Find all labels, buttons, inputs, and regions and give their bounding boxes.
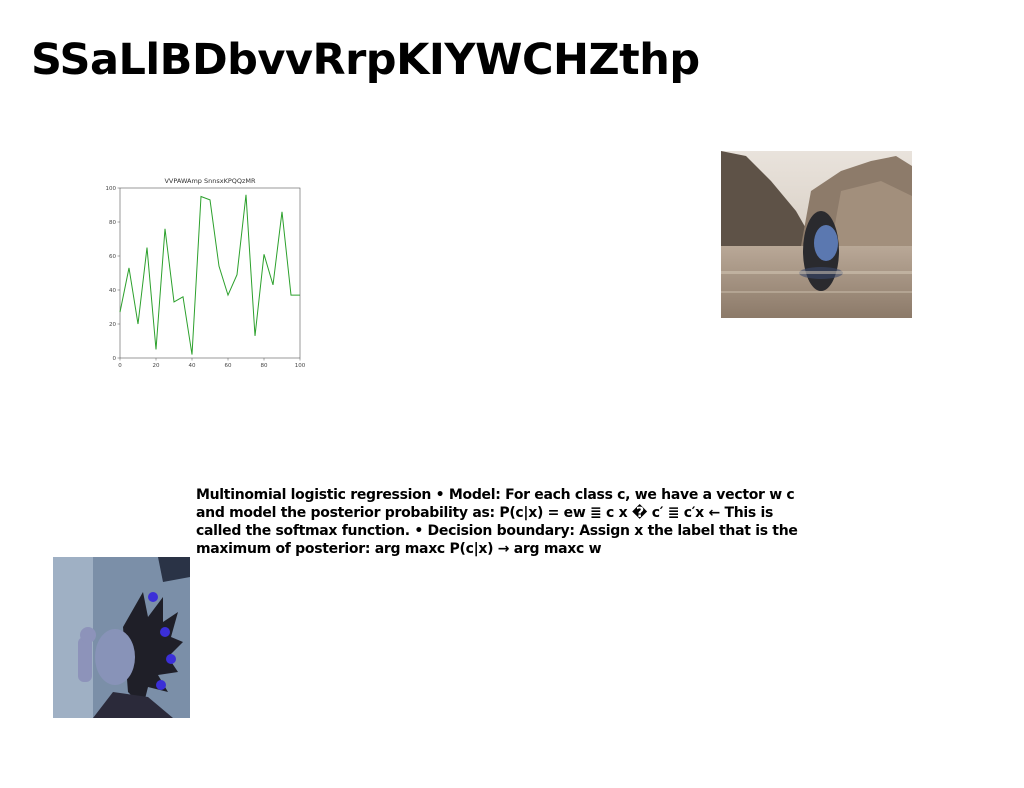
y-tick-label: 60 [109, 254, 116, 260]
y-tick-label: 100 [106, 186, 117, 192]
plot-frame [119, 187, 301, 359]
slide-title: SSaLlBDbvvRrpKIYWCHZthp [31, 35, 700, 85]
series-line-0 [119, 194, 300, 355]
girl-photo [53, 557, 190, 718]
x-tick-label: 20 [153, 363, 160, 369]
y-tick-label: 0 [113, 356, 117, 362]
x-tick-label: 60 [225, 363, 232, 369]
y-tick-label: 40 [109, 288, 116, 294]
x-tick-label: 40 [189, 363, 196, 369]
x-tick-label: 100 [295, 363, 306, 369]
lake-photo [721, 151, 912, 318]
line-chart-svg: VVPAWAmp SnnsxKPQQzMR 0 20 40 60 80 100 0 20 40 60… [106, 177, 306, 369]
y-tick-label: 20 [109, 322, 116, 328]
line-chart: VVPAWAmp SnnsxKPQQzMR 0 20 40 60 80 100 0 20 40 60… [100, 172, 310, 372]
chart-title: VVPAWAmp SnnsxKPQQzMR [164, 177, 256, 185]
x-tick-label: 80 [261, 363, 268, 369]
y-tick-label: 80 [109, 220, 116, 226]
x-tick-label: 0 [118, 363, 122, 369]
body-text: Multinomial logistic regression • Model:… [196, 487, 798, 557]
